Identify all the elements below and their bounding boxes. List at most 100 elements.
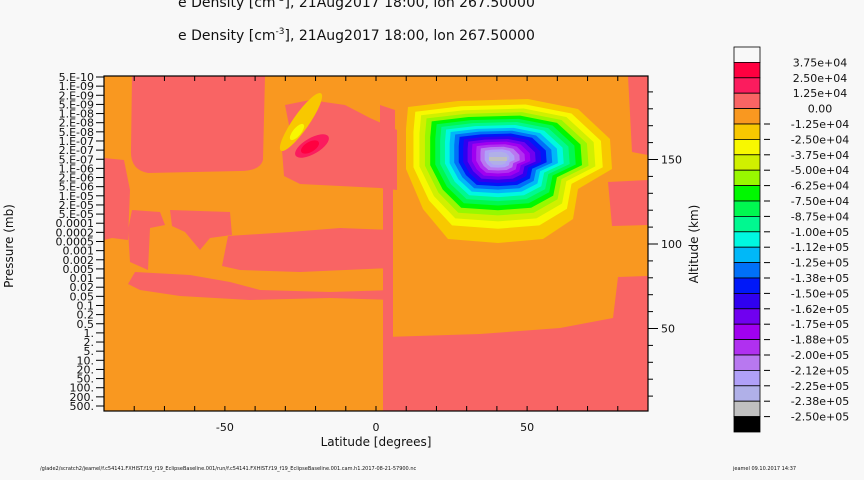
colorbar-label: -1.62e+05	[791, 303, 849, 316]
pressure-tick-label: 1.E-06	[59, 162, 94, 175]
colorbar-label: -1.38e+05	[791, 272, 849, 285]
pressure-tick-label: 5.E-09	[59, 98, 94, 111]
colorbar-swatch	[733, 92, 761, 109]
footer-file-path: /glade2/scratch2/jeamel/f.c54141.FXHIST.…	[40, 466, 417, 472]
footer-stamp: jeamel 09.10.2017 14:37	[732, 466, 796, 472]
altitude-axis: 50 100 150	[648, 91, 682, 397]
pressure-tick-label: 2.E-05	[59, 199, 94, 212]
colorbar-label: -1.00e+05	[791, 226, 849, 239]
colorbar-swatch	[733, 231, 761, 248]
pressure-tick-label: 2.E-07	[59, 144, 94, 157]
colorbar-label: 3.75e+04	[793, 56, 847, 69]
colorbar-swatch	[733, 277, 761, 294]
colorbar: 3.75e+04 2.50e+04 1.25e+04 0.00 -1.25e+04 -2.…	[733, 46, 849, 433]
main-depletion-contours	[406, 99, 612, 243]
colorbar-swatch	[733, 123, 761, 140]
colorbar-swatch	[733, 154, 761, 171]
x-axis-label: Latitude [degrees]	[321, 435, 432, 449]
colorbar-swatch	[733, 62, 761, 79]
pressure-tick-label: 0.05	[70, 290, 95, 303]
colorbar-label: -2.12e+05	[791, 364, 849, 377]
colorbar-label: -2.38e+05	[791, 395, 849, 408]
colorbar-label: -8.75e+04	[791, 210, 849, 223]
colorbar-swatch	[733, 339, 761, 356]
colorbar-label: 2.50e+04	[793, 72, 847, 85]
colorbar-label: 0.00	[808, 103, 833, 116]
positive-anomaly-inner	[300, 140, 320, 154]
pressure-tick-label: 1.	[84, 327, 95, 340]
colorbar-label: -1.12e+05	[791, 241, 849, 254]
colorbar-swatch	[733, 108, 761, 125]
colorbar-label: -1.25e+05	[791, 257, 849, 270]
colorbar-swatch	[733, 323, 761, 341]
colorbar-swatch	[733, 200, 761, 217]
y-axis-label: Pressure (mb)	[2, 204, 16, 288]
dipole-feature	[279, 92, 329, 158]
pressure-tick-label: 2.E-06	[59, 172, 94, 185]
colorbar-swatch	[733, 292, 761, 310]
colorbar-swatch	[733, 77, 761, 94]
altitude-tick-label: 100	[661, 238, 682, 251]
colorbar-swatch	[733, 400, 761, 418]
pressure-tick-label: 0.2	[77, 309, 95, 322]
x-axis: -50 0 50	[133, 76, 619, 434]
pressure-tick-label: 500.	[70, 400, 95, 413]
altitude-tick-label: 50	[661, 323, 675, 336]
pressure-tick-label: 5.E-10	[59, 71, 94, 84]
pressure-tick-label: 0.5	[77, 318, 95, 331]
colorbar-label: -5.00e+04	[791, 164, 849, 177]
colorbar-swatch	[733, 215, 761, 233]
pressure-tick-label: 0.01	[70, 272, 95, 285]
pressure-tick-label: 0.005	[63, 263, 95, 276]
colorbar-swatch	[733, 308, 761, 325]
pressure-tick-label: 0.0002	[56, 226, 95, 239]
colorbar-label: -1.75e+05	[791, 318, 849, 331]
contour-field	[104, 76, 648, 411]
colorbar-label: -3.75e+04	[791, 149, 849, 162]
colorbar-label: -1.50e+05	[791, 287, 849, 300]
pressure-axis: 5.E-101.E-092.E-095.E-091.E-082.E-085.E-…	[56, 71, 104, 413]
x-tick-label: 50	[520, 421, 534, 434]
colorbar-label: -2.50e+04	[791, 133, 849, 146]
colorbar-swatch	[733, 46, 761, 63]
colorbar-label: -2.25e+05	[791, 380, 849, 393]
x-tick-label: -50	[216, 421, 234, 434]
colorbar-swatch	[733, 169, 761, 186]
pressure-tick-label: 5.E-06	[59, 181, 94, 194]
pressure-tick-label: 0.1	[77, 299, 95, 312]
pressure-tick-label: 1.E-09	[59, 80, 94, 93]
colorbar-swatch	[733, 138, 761, 156]
colorbar-swatch	[733, 369, 761, 387]
pressure-tick-label: 0.0005	[56, 236, 95, 249]
colorbar-label: -6.25e+04	[791, 180, 849, 193]
pressure-tick-label: 1.E-08	[59, 108, 94, 121]
pressure-tick-label: 1.E-07	[59, 135, 94, 148]
colorbar-label: -7.50e+04	[791, 195, 849, 208]
colorbar-swatch	[733, 262, 761, 279]
colorbar-swatch	[733, 185, 761, 202]
pressure-tick-label: 100.	[70, 382, 95, 395]
pressure-tick-label: 20.	[77, 363, 95, 376]
altitude-tick-label: 150	[661, 154, 682, 167]
colorbar-swatch	[733, 416, 761, 433]
negative-anomaly-inner	[289, 123, 305, 141]
pressure-tick-label: 2.E-09	[59, 89, 94, 102]
pressure-tick-label: 50.	[77, 373, 95, 386]
pressure-tick-label: 0.001	[63, 245, 95, 258]
pressure-tick-label: 1.E-05	[59, 190, 94, 203]
colorbar-label: -1.25e+04	[791, 118, 849, 131]
colorbar-swatch	[733, 354, 761, 371]
pressure-tick-label: 0.002	[63, 254, 95, 267]
colorbar-swatch	[733, 385, 761, 402]
chart-title: e Density [cm-3], 21Aug2017 18:00, lon 2…	[178, 27, 535, 44]
x-tick-label: 0	[373, 421, 380, 434]
pressure-tick-label: 200.	[70, 391, 95, 404]
pressure-tick-label: 0.02	[70, 281, 95, 294]
pressure-tick-label: 5.	[84, 345, 95, 358]
pressure-tick-label: 5.E-05	[59, 208, 94, 221]
pressure-tick-label: 0.0001	[56, 217, 95, 230]
pressure-tick-label: 10.	[77, 354, 95, 367]
colorbar-label: 1.25e+04	[793, 87, 847, 100]
pressure-tick-label: 5.E-07	[59, 153, 94, 166]
